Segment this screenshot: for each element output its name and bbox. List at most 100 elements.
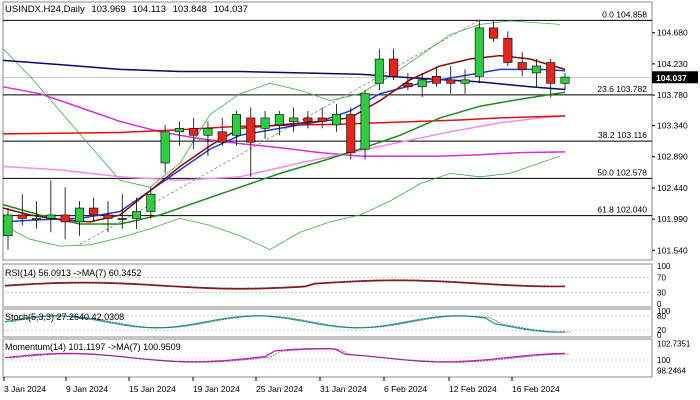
candle-body bbox=[517, 62, 527, 70]
candle-body bbox=[303, 117, 313, 122]
candle-body bbox=[560, 76, 570, 84]
date-axis-label: 12 Feb 2024 bbox=[449, 384, 497, 394]
stoch-k-line bbox=[4, 315, 566, 333]
momentum-axis-label: 100 bbox=[657, 356, 671, 365]
stoch-panel-frame bbox=[2, 308, 653, 338]
candle-body bbox=[32, 218, 42, 220]
candle-body bbox=[389, 58, 399, 77]
candle-body bbox=[217, 131, 227, 143]
rsi-panel-frame bbox=[2, 263, 653, 308]
candle-body bbox=[374, 58, 384, 84]
candle-body bbox=[317, 117, 327, 122]
candle-body bbox=[246, 117, 256, 143]
header-high: 104.113 bbox=[132, 4, 166, 15]
price-axis-label: 101.540 bbox=[657, 245, 688, 255]
header-open: 103.969 bbox=[91, 4, 126, 15]
date-axis-label: 19 Jan 2024 bbox=[193, 384, 240, 394]
momentum-axis-label: 98.2464 bbox=[657, 367, 686, 376]
fibonacci-level-label: 61.8 102.040 bbox=[597, 205, 647, 215]
stoch-axis-label: 20 bbox=[657, 326, 666, 335]
date-axis-label: 15 Jan 2024 bbox=[129, 384, 176, 394]
momentum-axis-label: 102.7351 bbox=[657, 340, 691, 349]
price-axis-label: 102.890 bbox=[657, 152, 688, 162]
candle-body bbox=[174, 128, 184, 133]
candle-body bbox=[103, 214, 113, 219]
candle-body bbox=[117, 218, 127, 220]
moving-average-pink bbox=[2, 115, 566, 182]
rsi-label: RSI(14) 56.0913 ->MA(7) 60.3452 bbox=[5, 268, 142, 278]
momentum-panel-frame bbox=[2, 338, 653, 378]
date-axis-label: 25 Jan 2024 bbox=[256, 384, 303, 394]
date-axis-label: 6 Feb 2024 bbox=[384, 384, 427, 394]
chart-header: USINDX.H24,Daily 103.969 104.113 103.848… bbox=[5, 4, 252, 15]
candle-body bbox=[546, 62, 556, 84]
moving-average-blue bbox=[2, 68, 566, 223]
moving-average-navy bbox=[2, 59, 566, 91]
stoch-d-line bbox=[10, 315, 572, 333]
fibonacci-level-label: 38.2 103.116 bbox=[598, 130, 647, 140]
price-axis-label: 103.340 bbox=[657, 121, 688, 131]
moving-average-magenta bbox=[2, 86, 566, 157]
candle-body bbox=[274, 114, 284, 126]
header-symbol: USINDX.H24,Daily bbox=[5, 4, 85, 15]
rsi-axis-label: 30 bbox=[657, 289, 666, 298]
rsi-axis-label: 70 bbox=[657, 273, 666, 282]
fibonacci-level-label: 50.0 102.578 bbox=[597, 167, 647, 177]
candle-body bbox=[417, 79, 427, 88]
candle-body bbox=[17, 214, 27, 219]
fibonacci-level-label: 0.0 104.858 bbox=[602, 9, 647, 19]
stoch-axis-label: 100 bbox=[657, 307, 671, 316]
fibonacci-trend-line bbox=[79, 19, 480, 246]
rsi-line bbox=[4, 279, 565, 290]
candle-body bbox=[146, 193, 156, 212]
candle-body bbox=[160, 131, 170, 164]
date-axis-label: 3 Jan 2024 bbox=[4, 384, 46, 394]
main-panel-frame bbox=[2, 1, 653, 261]
rsi-ma-line bbox=[4, 279, 566, 289]
candle-body bbox=[474, 27, 484, 77]
candle-body bbox=[346, 114, 356, 153]
stoch-label: Stoch(5,3,3) 27.2640 42.0308 bbox=[5, 312, 125, 322]
current-price-label: 104.037 bbox=[656, 73, 687, 83]
momentum-ma-line bbox=[9, 348, 571, 363]
date-axis-label: 16 Feb 2024 bbox=[512, 384, 560, 394]
candle-body bbox=[89, 207, 99, 216]
header-close: 104.037 bbox=[213, 4, 248, 15]
price-axis-label: 101.990 bbox=[657, 214, 688, 224]
price-axis-label: 104.230 bbox=[657, 59, 688, 69]
candle-body bbox=[132, 211, 142, 219]
candle-body bbox=[74, 207, 84, 223]
bollinger-lower-band bbox=[2, 155, 561, 251]
candle-body bbox=[503, 37, 513, 63]
stoch-axis-label: 80 bbox=[657, 312, 666, 321]
candle-body bbox=[431, 76, 441, 84]
moving-average-darkred bbox=[2, 54, 566, 223]
header-low: 103.848 bbox=[172, 4, 207, 15]
date-axis-label: 9 Jan 2024 bbox=[66, 384, 108, 394]
rsi-axis-label: 100 bbox=[657, 262, 671, 271]
fibonacci-level-label: 23.6 103.782 bbox=[597, 84, 647, 94]
candle-body bbox=[289, 117, 299, 122]
stoch-axis-label: 0 bbox=[657, 331, 662, 340]
candle-body bbox=[531, 65, 541, 74]
candle-body bbox=[460, 79, 470, 84]
candle-body bbox=[46, 214, 56, 219]
candle-body bbox=[3, 214, 13, 237]
candle-body bbox=[360, 93, 370, 150]
candle-body bbox=[189, 128, 199, 136]
candle-body bbox=[60, 214, 70, 223]
moving-average-green bbox=[2, 91, 566, 225]
price-axis-label: 102.440 bbox=[657, 183, 688, 193]
candle-body bbox=[232, 114, 242, 136]
candle-body bbox=[203, 128, 213, 136]
momentum-label: Momentum(14) 101.1197 ->MA(7) 100.9509 bbox=[5, 342, 181, 352]
price-axis-label: 103.780 bbox=[657, 90, 688, 100]
candle-body bbox=[403, 82, 413, 88]
price-axis-label: 104.680 bbox=[657, 28, 688, 38]
candle-body bbox=[489, 27, 499, 39]
candle-body bbox=[260, 117, 270, 129]
candle-body bbox=[446, 79, 456, 84]
candle-body bbox=[331, 114, 341, 126]
